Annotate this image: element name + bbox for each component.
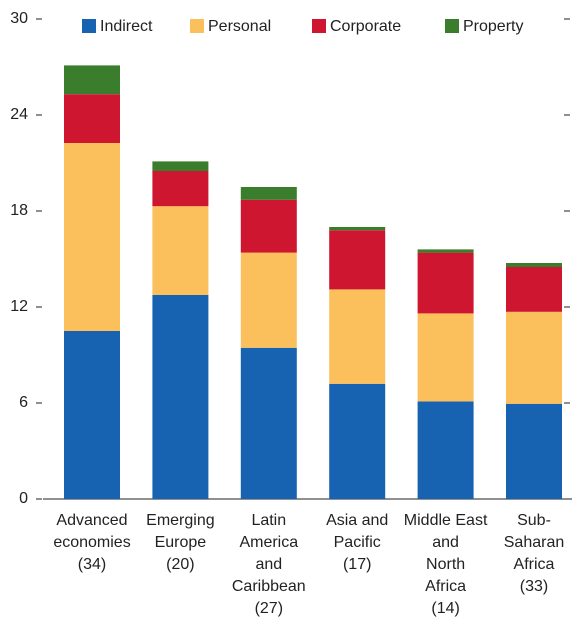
x-tick-label: Middle East and North Africa (14) — [404, 512, 488, 617]
legend-label: Property — [463, 18, 523, 35]
bar-segment — [240, 252, 297, 348]
bar-segment — [329, 230, 386, 290]
legend-label: Indirect — [100, 18, 153, 35]
y-tick-label: 0 — [19, 490, 28, 507]
legend-swatch — [445, 19, 459, 33]
bar-segment — [64, 143, 120, 331]
x-tick-label: Sub-Saharan Africa (33) — [504, 512, 565, 595]
bar-segment — [506, 263, 562, 267]
legend-label: Personal — [208, 18, 271, 35]
bar-segment — [64, 65, 120, 95]
legend-label: Corporate — [330, 18, 401, 35]
bar-segment — [329, 289, 386, 384]
x-tick-label: Asia and Pacific (17) — [326, 512, 388, 573]
bar-segment — [506, 311, 562, 404]
bar-segment — [152, 206, 209, 295]
bar-segment — [417, 401, 474, 499]
y-tick-label: 18 — [10, 202, 28, 219]
bar-segment — [152, 295, 209, 499]
x-tick-label: Emerging Europe (20) — [146, 512, 214, 573]
x-tick-label: Advanced economies (34) — [53, 512, 130, 573]
y-tick-label: 24 — [10, 106, 28, 123]
bar-segment — [417, 313, 474, 402]
y-tick-label: 12 — [10, 298, 28, 315]
bar-segment — [329, 227, 386, 231]
y-tick-label: 6 — [19, 394, 28, 411]
bar-segment — [152, 171, 209, 207]
bar-segment — [240, 347, 297, 499]
legend-swatch — [82, 19, 96, 33]
legend-swatch — [312, 19, 326, 33]
bar-segment — [64, 331, 120, 499]
legend-swatch — [190, 19, 204, 33]
bar-segment — [417, 252, 474, 314]
x-tick-label: Latin America and Caribbean (27) — [232, 512, 306, 617]
bar-segment — [152, 161, 209, 171]
bar-segment — [64, 94, 120, 143]
y-tick-label: 30 — [10, 10, 28, 27]
bar-segment — [329, 383, 386, 499]
bar-segment — [417, 249, 474, 253]
bar-segment — [506, 267, 562, 312]
bar-segment — [240, 199, 297, 253]
bar-segment — [506, 403, 562, 499]
bar-segment — [240, 187, 297, 200]
